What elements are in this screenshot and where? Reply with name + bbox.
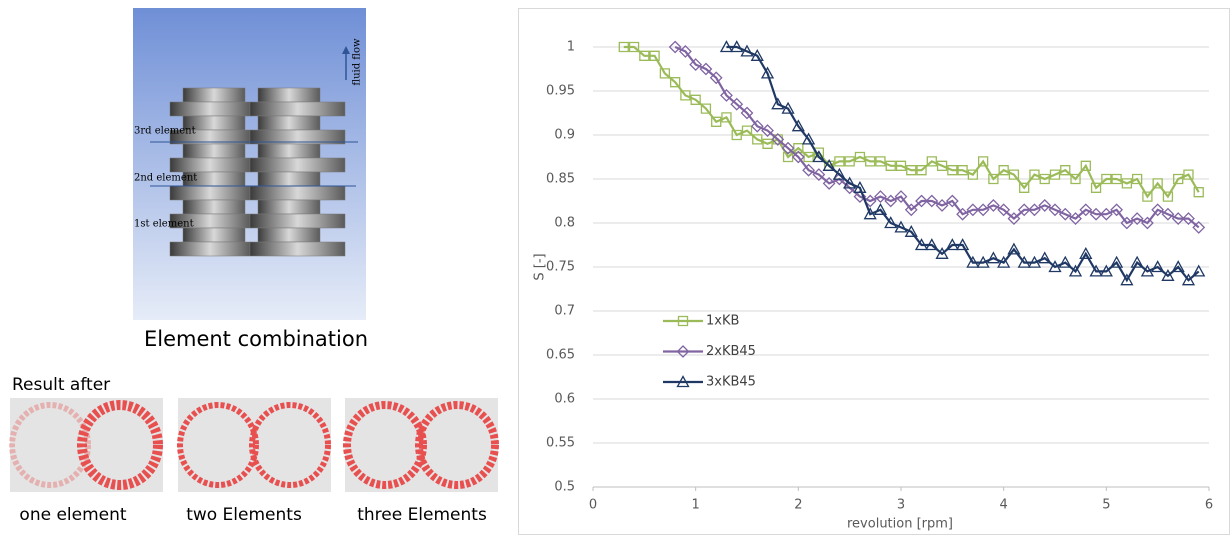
element-label: 3rd element bbox=[134, 126, 196, 137]
page: fluid flow 3rd element 2nd element 1st e… bbox=[0, 0, 1231, 536]
y-tick-label: 0.7 bbox=[554, 304, 575, 319]
x-tick-label: 3 bbox=[897, 498, 905, 513]
x-tick-label: 2 bbox=[794, 498, 802, 513]
y-tick-label: 0.55 bbox=[546, 436, 575, 451]
y-tick-label: 0.6 bbox=[554, 392, 575, 407]
figure: fluid flow 3rd element 2nd element 1st e… bbox=[0, 0, 1231, 536]
result-label: three Elements bbox=[357, 505, 487, 525]
x-tick-label: 5 bbox=[1102, 498, 1110, 513]
y-tick-label: 0.85 bbox=[546, 172, 575, 187]
x-tick-label: 0 bbox=[589, 498, 597, 513]
y-tick-label: 0.65 bbox=[546, 348, 575, 363]
caption: Result after bbox=[12, 375, 110, 395]
legend-label: 3xKB45 bbox=[706, 375, 756, 390]
x-tick-label: 6 bbox=[1205, 498, 1213, 513]
result-label: one element bbox=[19, 505, 126, 525]
element-label: 1st element bbox=[134, 219, 194, 230]
result-label: two Elements bbox=[186, 505, 302, 525]
y-tick-label: 0.8 bbox=[554, 216, 575, 231]
flow-label: fluid flow bbox=[352, 38, 363, 86]
element-label: 2nd element bbox=[134, 173, 197, 184]
caption: Element combination bbox=[144, 327, 368, 351]
y-tick-label: 0.95 bbox=[546, 84, 575, 99]
y-tick-label: 0.9 bbox=[554, 128, 575, 143]
y-tick-label: 0.75 bbox=[546, 260, 575, 275]
x-tick-label: 1 bbox=[692, 498, 700, 513]
x-tick-label: 4 bbox=[1000, 498, 1008, 513]
y-tick-label: 0.5 bbox=[554, 480, 575, 495]
result-images bbox=[10, 398, 498, 492]
x-axis-label: revolution [rpm] bbox=[847, 517, 953, 532]
element-image bbox=[133, 8, 366, 320]
legend-label: 1xKB bbox=[706, 314, 739, 329]
legend-label: 2xKB45 bbox=[706, 344, 756, 359]
y-tick-label: 1 bbox=[567, 40, 575, 55]
